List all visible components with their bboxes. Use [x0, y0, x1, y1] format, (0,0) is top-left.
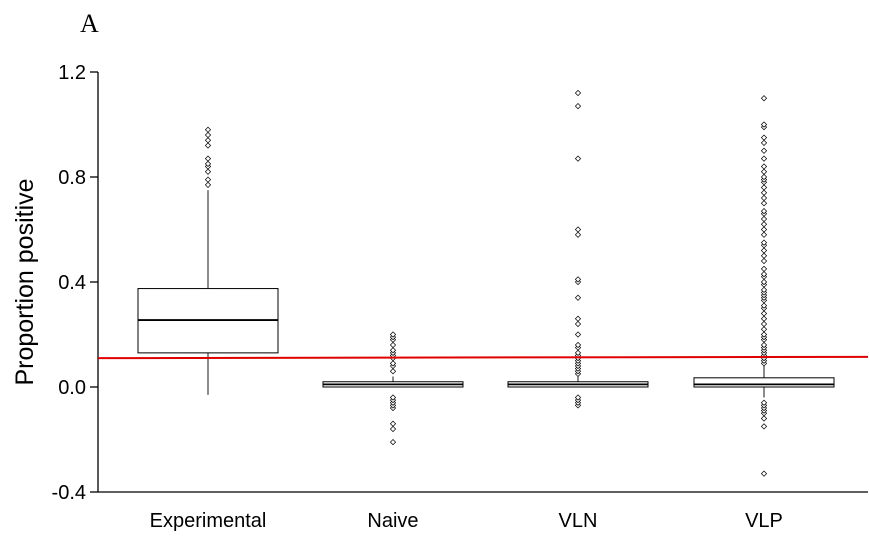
outlier-point: [760, 95, 768, 102]
outlier-point: [574, 231, 582, 238]
outlier-point: [760, 215, 768, 223]
outlier-point: [574, 89, 582, 97]
outlier-point: [760, 226, 768, 233]
outlier-point: [760, 247, 768, 254]
outlier-point: [389, 425, 397, 433]
reference-line: [97, 355, 869, 360]
outlier-point: [760, 221, 768, 228]
outlier-point: [389, 368, 397, 375]
x-tick-label: Experimental: [150, 510, 267, 532]
outlier-point: [760, 423, 768, 430]
outlier-point: [760, 470, 768, 477]
outlier-point: [760, 155, 768, 162]
reference-line-group: [97, 355, 869, 360]
outlier-point: [760, 231, 768, 238]
outlier-point: [760, 286, 768, 293]
outlier-point: [204, 168, 212, 175]
x-tick-label: VLN: [559, 510, 598, 532]
outlier-point: [760, 399, 768, 406]
outlier-point: [574, 394, 582, 401]
outlier-point: [574, 294, 582, 301]
outlier-point: [760, 184, 768, 191]
outlier-point: [574, 341, 582, 349]
x-axis-ticks: Experimental Naive VLN VLP: [150, 510, 783, 532]
outlier-point: [760, 147, 768, 154]
outlier-point: [389, 347, 397, 354]
outlier-point: [760, 271, 768, 278]
outlier-point: [760, 320, 768, 328]
outlier-point: [760, 239, 768, 246]
interquartile-box: [693, 377, 835, 388]
outlier-point: [760, 302, 768, 309]
outlier-point: [760, 341, 768, 349]
outlier-point: [204, 126, 212, 133]
outlier-point: [760, 121, 768, 128]
outlier-point: [204, 181, 212, 188]
x-tick-label: Naive: [367, 510, 418, 532]
box-experimental: [137, 126, 279, 395]
outlier-point: [760, 194, 768, 202]
outlier-point: [760, 134, 768, 141]
outlier-point: [574, 320, 582, 328]
box-series: [137, 89, 835, 477]
y-axis-ticks: -0.4 0.0 0.4 0.8 1.2: [52, 62, 98, 504]
outlier-point: [389, 341, 397, 349]
y-tick-label: 1.2: [58, 62, 86, 84]
outlier-point: [204, 142, 212, 149]
outlier-point: [760, 257, 768, 265]
outlier-point: [574, 103, 582, 110]
y-tick-label: 0.8: [58, 167, 86, 189]
outlier-point: [760, 331, 768, 338]
outlier-point: [389, 360, 397, 367]
y-tick-label: 0.0: [58, 377, 86, 399]
outlier-point: [760, 168, 768, 175]
outlier-point: [204, 131, 212, 139]
y-tick-label: 0.4: [58, 272, 86, 294]
outlier-point: [760, 139, 768, 146]
outlier-point: [574, 349, 582, 356]
outlier-point: [389, 420, 397, 427]
outlier-point: [760, 415, 768, 422]
outlier-point: [389, 439, 397, 446]
outlier-point: [760, 252, 768, 259]
outlier-point: [760, 189, 768, 196]
outlier-point: [760, 315, 768, 322]
outlier-point: [760, 310, 768, 317]
box-vln: [507, 89, 649, 409]
outlier-point: [574, 331, 582, 338]
y-tick-label: -0.4: [52, 482, 86, 504]
outlier-point: [760, 208, 768, 215]
box-naive: [322, 331, 464, 446]
x-tick-label: VLP: [745, 510, 783, 532]
outlier-point: [204, 176, 212, 183]
box-vlp: [693, 95, 835, 477]
outlier-point: [204, 137, 212, 144]
outlier-point: [204, 155, 212, 162]
y-axis-title: Proportion positive: [11, 178, 39, 385]
outlier-point: [760, 326, 768, 333]
outlier-point: [574, 315, 582, 322]
outlier-point: [574, 276, 582, 283]
outlier-point: [760, 173, 768, 181]
outlier-point: [389, 394, 397, 401]
panel-label: A: [80, 9, 99, 38]
outlier-point: [760, 163, 768, 170]
outlier-point: [574, 155, 582, 162]
outlier-point: [760, 278, 768, 286]
outlier-point: [204, 160, 212, 167]
outlier-point: [574, 226, 582, 233]
outlier-point: [760, 200, 768, 207]
outlier-point: [389, 331, 397, 338]
outlier-point: [760, 265, 768, 272]
